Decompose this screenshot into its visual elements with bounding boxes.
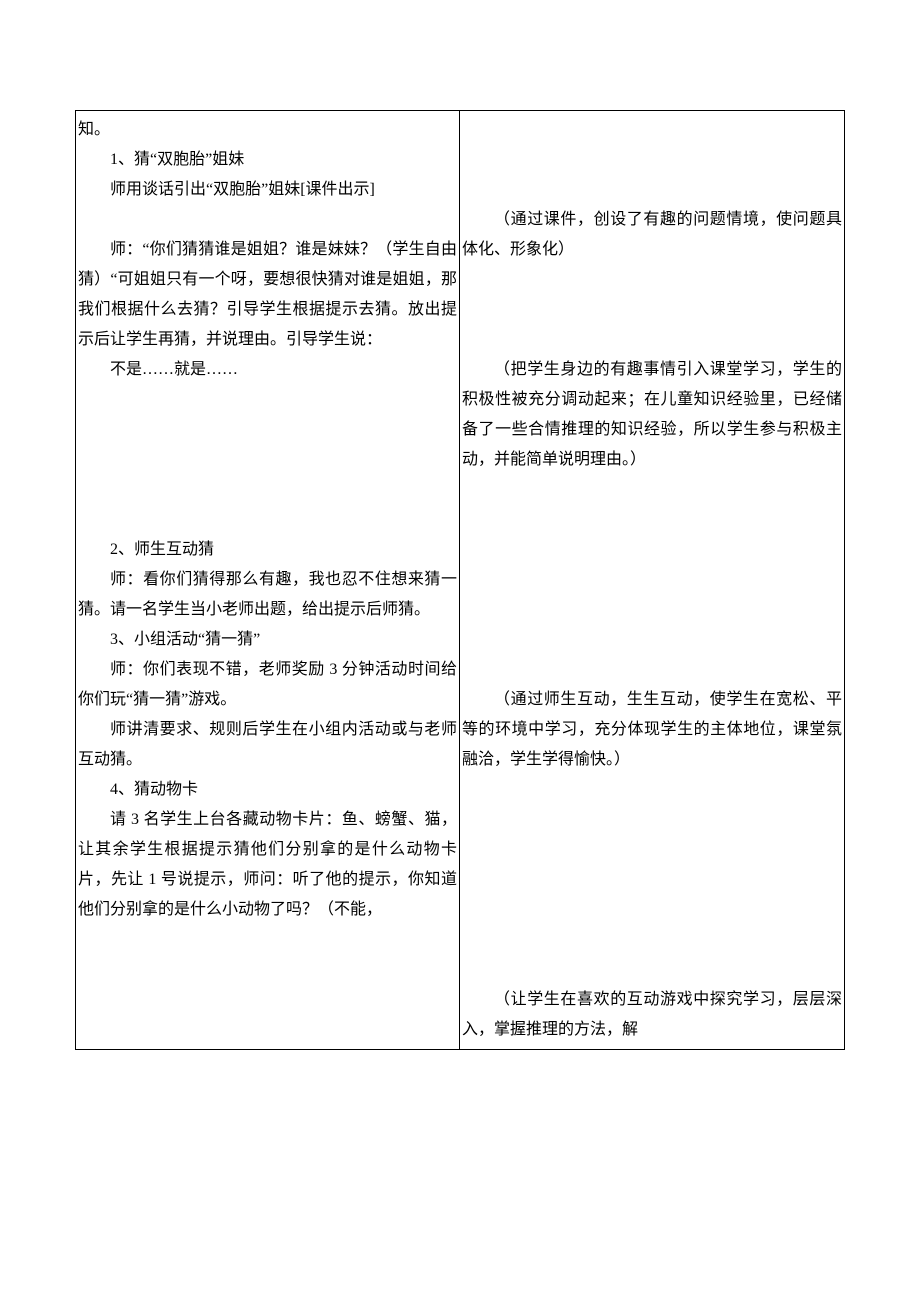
- left-p6: 师：看你们猜得那么有趣，我也忍不住想来猜一猜。请一名学生当小老师出题，给出提示后…: [78, 565, 457, 625]
- left-p11: 请 3 名学生上台各藏动物卡片：鱼、螃蟹、猫，让其余学生根据提示猜他们分别拿的是…: [78, 805, 457, 925]
- spacer: [462, 655, 842, 685]
- left-column: 知。 1、猜“双胞胎”姐妹 师用谈话引出“双胞胎”姐妹[课件出示] 师：“你们猜…: [76, 111, 460, 1049]
- left-p9: 师讲清要求、规则后学生在小组内活动或与老师互动猜。: [78, 715, 457, 775]
- spacer: [462, 775, 842, 805]
- right-r4: （让学生在喜欢的互动游戏中探究学习，层层深入，掌握推理的方法，解: [462, 985, 842, 1045]
- spacer: [462, 325, 842, 355]
- page-container: 知。 1、猜“双胞胎”姐妹 师用谈话引出“双胞胎”姐妹[课件出示] 师：“你们猜…: [75, 110, 845, 1050]
- spacer: [462, 895, 842, 925]
- left-p4: 不是……就是……: [78, 355, 457, 385]
- right-r1: （通过课件，创设了有趣的问题情境，使问题具体化、形象化）: [462, 205, 842, 265]
- spacer: [78, 205, 457, 235]
- spacer: [462, 115, 842, 145]
- spacer: [462, 475, 842, 595]
- spacer: [462, 805, 842, 835]
- spacer: [462, 295, 842, 325]
- left-p3: 师：“你们猜猜谁是姐姐？谁是妹妹？（学生自由猜）“可姐姐只有一个呀，要想很快猜对…: [78, 235, 457, 355]
- right-column: （通过课件，创设了有趣的问题情境，使问题具体化、形象化） （把学生身边的有趣事情…: [460, 111, 844, 1049]
- spacer: [462, 595, 842, 625]
- spacer: [462, 265, 842, 295]
- left-p10: 4、猜动物卡: [78, 775, 457, 805]
- left-p8: 师：你们表现不错，老师奖励 3 分钟活动时间给你们玩“猜一猜”游戏。: [78, 655, 457, 715]
- spacer: [462, 925, 842, 955]
- left-p1: 1、猜“双胞胎”姐妹: [78, 145, 457, 175]
- spacer: [462, 865, 842, 895]
- left-p0: 知。: [78, 115, 457, 145]
- right-r3: （通过师生互动，生生互动，使学生在宽松、平等的环境中学习，充分体现学生的主体地位…: [462, 685, 842, 775]
- spacer: [462, 835, 842, 865]
- spacer: [78, 505, 457, 535]
- right-r2: （把学生身边的有趣事情引入课堂学习，学生的积极性被充分调动起来；在儿童知识经验里…: [462, 355, 842, 475]
- left-p5: 2、师生互动猜: [78, 535, 457, 565]
- spacer: [462, 145, 842, 175]
- content-table: 知。 1、猜“双胞胎”姐妹 师用谈话引出“双胞胎”姐妹[课件出示] 师：“你们猜…: [75, 110, 845, 1050]
- left-p2: 师用谈话引出“双胞胎”姐妹[课件出示]: [78, 175, 457, 205]
- left-p7: 3、小组活动“猜一猜”: [78, 625, 457, 655]
- spacer: [78, 385, 457, 505]
- spacer: [462, 175, 842, 205]
- spacer: [462, 625, 842, 655]
- spacer: [462, 955, 842, 985]
